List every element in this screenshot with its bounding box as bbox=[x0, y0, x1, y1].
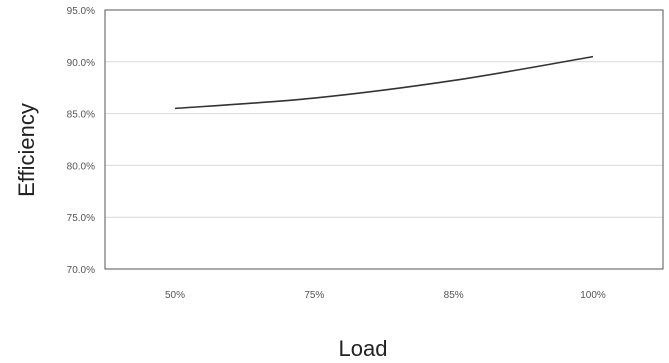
efficiency-line bbox=[174, 55, 594, 110]
plot-frame bbox=[104, 9, 664, 270]
y-tick-label: 85.0% bbox=[67, 110, 95, 121]
x-axis-title: Load bbox=[339, 336, 388, 361]
y-tick-label: 90.0% bbox=[67, 58, 95, 69]
x-tick-label: 100% bbox=[580, 290, 606, 301]
x-tick-label: 50% bbox=[165, 290, 185, 301]
x-tick-label: 85% bbox=[444, 290, 464, 301]
y-tick-label: 80.0% bbox=[67, 161, 95, 172]
y-tick-label: 70.0% bbox=[67, 265, 95, 276]
y-tick-label: 95.0% bbox=[67, 6, 95, 17]
y-axis-title: Efficiency bbox=[14, 103, 39, 197]
y-tick-labels: 95.0% 90.0% 85.0% 80.0% 75.0% 70.0% bbox=[67, 6, 95, 276]
y-tick-label: 75.0% bbox=[67, 213, 95, 224]
series-lines bbox=[174, 55, 594, 110]
gridlines bbox=[105, 61, 663, 218]
x-tick-label: 75% bbox=[304, 290, 324, 301]
x-tick-labels: 50% 75% 85% 100% bbox=[165, 290, 606, 301]
